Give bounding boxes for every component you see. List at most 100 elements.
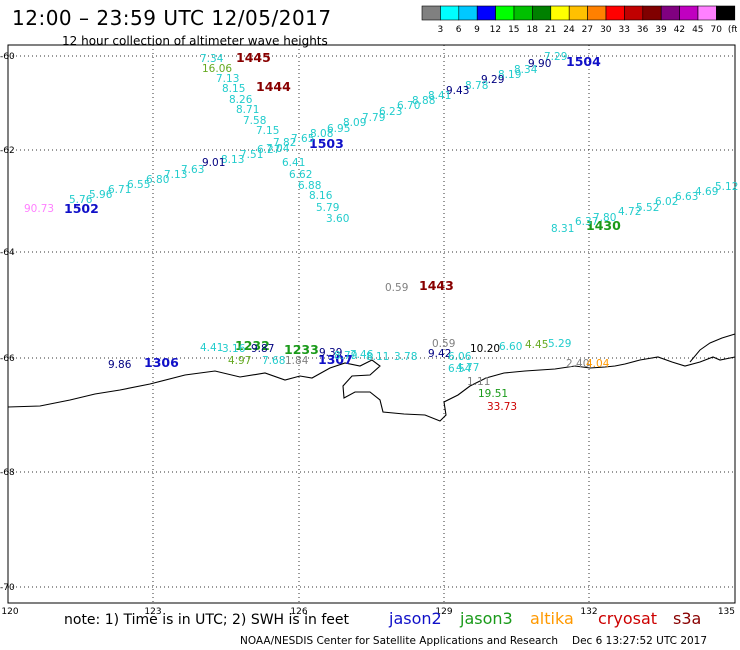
colorbar-label: 21 — [545, 25, 556, 35]
wave-height-reading: 8.09 — [343, 117, 366, 129]
wave-height-reading: 5.79 — [316, 202, 339, 214]
colorbar-label: 6 — [456, 25, 462, 35]
wave-height-reading: 4.45 — [525, 339, 548, 351]
wave-height-reading: 8.13 — [221, 154, 244, 166]
coastline — [7, 356, 736, 422]
wave-height-reading: 8.11 — [366, 351, 389, 363]
wave-height-reading: 9.01 — [202, 157, 225, 169]
wave-height-reading: 7.15 — [256, 125, 279, 137]
wave-height-reading: 6.23 — [379, 106, 402, 118]
wave-height-reading: 6.54 — [448, 363, 472, 375]
legend-jason3: jason3 — [460, 609, 513, 628]
pass-label: 1502 — [64, 201, 99, 216]
wave-height-reading: 16.06 — [202, 63, 232, 75]
wave-height-reading: 7.63 — [181, 164, 204, 176]
wave-height-reading: 6.06 — [448, 351, 472, 363]
wave-height-reading: 5.96 — [89, 189, 113, 201]
pass-label: 1232 — [235, 338, 270, 353]
colorbar-label: 70 — [710, 25, 722, 35]
wave-height-reading: 1.84 — [285, 355, 309, 367]
lat-tick-label: -64 — [0, 248, 15, 258]
wave-height-reading: 6.27 — [257, 144, 280, 156]
lon-tick-label: 123 — [144, 607, 161, 617]
pass-label: 1444 — [256, 79, 291, 94]
colorbar-label: 36 — [637, 25, 649, 35]
wave-height-reading: 5.29 — [548, 338, 571, 350]
wave-height-reading: 8.71 — [236, 104, 259, 116]
wave-height-reading: 90.73 — [24, 203, 54, 215]
wave-height-reading: 8.78 — [465, 80, 488, 92]
wave-height-reading: 8.88 — [412, 95, 435, 107]
map-frame — [7, 44, 736, 604]
colorbar-label: 45 — [692, 25, 703, 35]
wave-height-reading: 8.31 — [551, 223, 574, 235]
wave-height-reading: 3.16 — [222, 343, 246, 355]
wave-height-reading: 7.68 — [262, 355, 285, 367]
wave-height-reading: 8.41 — [428, 90, 451, 102]
wave-height-reading: 6.95 — [327, 123, 350, 135]
colorbar-label: 3 — [438, 25, 444, 35]
wave-height-reading: 4.41 — [200, 342, 223, 354]
legend-jason2: jason2 — [389, 609, 442, 628]
credit-line: NOAA/NESDIS Center for Satellite Applica… — [240, 635, 558, 647]
wave-height-reading: 7.80 — [593, 212, 616, 224]
wave-height-reading: 6.55 — [127, 179, 150, 191]
wave-height-reading: 7.79 — [362, 112, 385, 124]
wave-height-reading: 7.65 — [291, 133, 314, 145]
colorbar-label: 42 — [674, 25, 685, 35]
wave-height-reading: 1.11 — [467, 376, 490, 388]
wave-height-reading: 7.46 — [350, 349, 374, 361]
pass-label: 1445 — [236, 50, 271, 65]
wave-height-reading: 33.73 — [487, 401, 517, 413]
wave-height-reading: 5.12 — [715, 181, 738, 193]
wave-height-reading: 2.40 — [566, 358, 589, 370]
wave-height-reading: 8.79 — [334, 350, 357, 362]
wave-height-reading: 5.52 — [636, 202, 659, 214]
footer-note: note: 1) Time is in UTC; 2) SWH is in fe… — [64, 612, 350, 628]
wave-height-reading: 6.60 — [499, 341, 522, 353]
wave-height-reading: 6.41 — [282, 157, 305, 169]
wave-height-reading: 6.71 — [108, 184, 131, 196]
wave-height-reading: 8.15 — [222, 83, 245, 95]
wave-height-reading: 4.72 — [618, 206, 641, 218]
wave-height-reading: 9.39 — [319, 347, 342, 359]
wave-height-reading: 6.70 — [397, 100, 420, 112]
lat-tick-label: -62 — [0, 146, 15, 156]
colorbar-label: 9 — [474, 25, 480, 35]
colorbar-label: 12 — [490, 25, 501, 35]
wave-height-reading: 8.26 — [229, 94, 253, 106]
wave-height-reading: 8.19 — [498, 69, 521, 81]
legend-cryosat: cryosat — [598, 609, 658, 628]
wave-height-reading: 7.51 — [240, 149, 263, 161]
pass-label: 1233 — [284, 342, 319, 357]
wave-height-reading: 4.04 — [586, 358, 610, 370]
chart-title: 12:00 – 23:59 UTC 12/05/2017 — [12, 6, 332, 30]
wave-height-reading: 6.02 — [655, 196, 678, 208]
pass-label: 1306 — [144, 355, 179, 370]
wave-height-reading: 6.63 — [675, 191, 698, 203]
pass-label: 1504 — [566, 54, 601, 69]
wave-height-reading: 7.29 — [544, 51, 567, 63]
wave-height-reading: 7.13 — [216, 73, 239, 85]
wave-height-reading: 8.34 — [514, 64, 538, 76]
wave-height-reading: 8.08 — [310, 128, 333, 140]
colorbar-label: (ft) — [728, 25, 737, 35]
pass-label: 1443 — [419, 278, 454, 293]
colorbar-label: 27 — [582, 25, 593, 35]
pass-label: 1430 — [586, 218, 621, 233]
lon-tick-label: 126 — [290, 607, 307, 617]
wave-height-reading: 3.78 — [394, 351, 417, 363]
wave-height-reading: 7.82 — [273, 137, 296, 149]
colorbar-label: 39 — [655, 25, 667, 35]
wave-height-reading: 4.77 — [456, 362, 479, 374]
wave-height-reading: 9.43 — [446, 85, 469, 97]
lat-tick-label: -60 — [0, 52, 15, 62]
colorbar-label: 15 — [508, 25, 519, 35]
wave-height-reading: 9.29 — [481, 74, 504, 86]
wave-height-reading: 7.58 — [243, 115, 266, 127]
wave-height-reading: 7.04 — [266, 143, 290, 155]
wave-height-reading: 6.80 — [146, 174, 169, 186]
coastline-east — [689, 333, 736, 363]
